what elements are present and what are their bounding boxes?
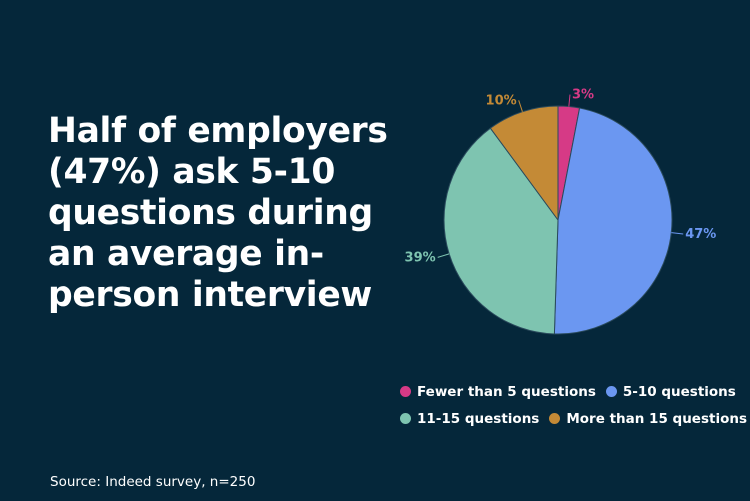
legend-label-fewer-than-5: Fewer than 5 questions [417, 383, 596, 400]
legend-swatch-more-than-15 [549, 413, 561, 424]
legend-label-5-10: 5-10 questions [622, 383, 736, 400]
headline: Half of employers (47%) ask 5-10 questio… [48, 111, 388, 315]
legend-label-11-15: 11-15 questions [417, 410, 540, 427]
pie-labels: 3% 47% 39% 10% [405, 88, 717, 266]
pie-slice-5-10-questions [553, 107, 673, 335]
pie-label-11-15-questions: 39% [405, 250, 436, 265]
pie-leader-more-than-15-questions [518, 100, 523, 112]
legend-swatch-5-10 [605, 386, 617, 397]
legend-item-more-than-15: More than 15 questions [549, 411, 747, 427]
legend-row-1: Fewer than 5 questions 5-10 questions [400, 378, 740, 405]
legend: Fewer than 5 questions 5-10 questions 11… [400, 378, 747, 432]
legend-swatch-11-15 [400, 413, 411, 424]
pie-slices [443, 105, 673, 335]
pie-label-more-than-15-questions: 10% [486, 93, 517, 108]
pie-label-5-10-questions: 47% [685, 227, 716, 242]
legend-item-fewer-than-5: Fewer than 5 questions [400, 384, 596, 400]
pie-leader-fewer-than-5-questions [568, 94, 571, 107]
pie-leader-5-10-questions [671, 232, 684, 235]
pie-slice-more-than-15-questions [489, 105, 559, 222]
legend-row-2: 11-15 questions More than 15 questions [400, 405, 747, 432]
pie-leader-11-15-questions [437, 253, 450, 258]
legend-swatch-fewer-than-5 [400, 386, 411, 397]
pie-label-fewer-than-5-questions: 3% [572, 88, 594, 103]
legend-item-5-10: 5-10 questions [605, 383, 736, 400]
legend-item-11-15: 11-15 questions [400, 411, 539, 427]
legend-label-more-than-15: More than 15 questions [566, 410, 748, 427]
source-note: Source: Indeed survey, n=250 [50, 474, 256, 490]
